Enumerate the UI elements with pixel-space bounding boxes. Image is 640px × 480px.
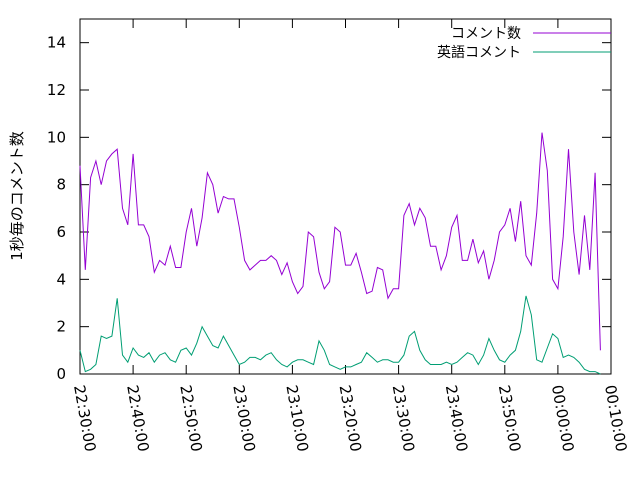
x-tick-label: 00:10:00 (601, 384, 630, 453)
x-tick-label: 23:10:00 (282, 384, 311, 453)
series-group (79, 132, 601, 375)
x-tick-label: 22:30:00 (70, 384, 99, 453)
x-tick-label: 23:30:00 (389, 384, 418, 453)
x-tick-label: 23:00:00 (229, 384, 258, 453)
legend-label: コメント数 (451, 26, 521, 42)
y-tick-label: 0 (56, 365, 66, 383)
series-line-1 (79, 295, 601, 375)
y-tick-label: 2 (56, 318, 66, 336)
y-tick-label: 10 (47, 128, 66, 146)
x-tick-label: 23:50:00 (495, 384, 524, 453)
y-tick-label: 12 (47, 81, 66, 99)
y-tick-label: 14 (47, 34, 66, 52)
y-axis-label: 1秒毎のコメント数 (8, 131, 26, 261)
y-tick-label: 6 (56, 223, 66, 241)
plot-frame (79, 18, 612, 375)
y-tick-label: 8 (56, 176, 66, 194)
x-axis-ticks: 22:30:00 22:40:00 22:50:00 23:00:00 23:10:00… (70, 19, 630, 453)
legend-label: 英語コメント (437, 44, 521, 61)
x-tick-label: 23:20:00 (336, 384, 365, 453)
series-line-0 (79, 132, 601, 351)
x-tick-label: 22:40:00 (123, 384, 152, 453)
x-tick-label: 23:40:00 (442, 384, 471, 453)
x-tick-label: 00:00:00 (548, 384, 577, 453)
y-axis-ticks: 0 2 4 6 8 10 12 14 (47, 34, 611, 383)
x-tick-label: 22:50:00 (176, 384, 205, 453)
y-tick-label: 4 (56, 270, 66, 288)
